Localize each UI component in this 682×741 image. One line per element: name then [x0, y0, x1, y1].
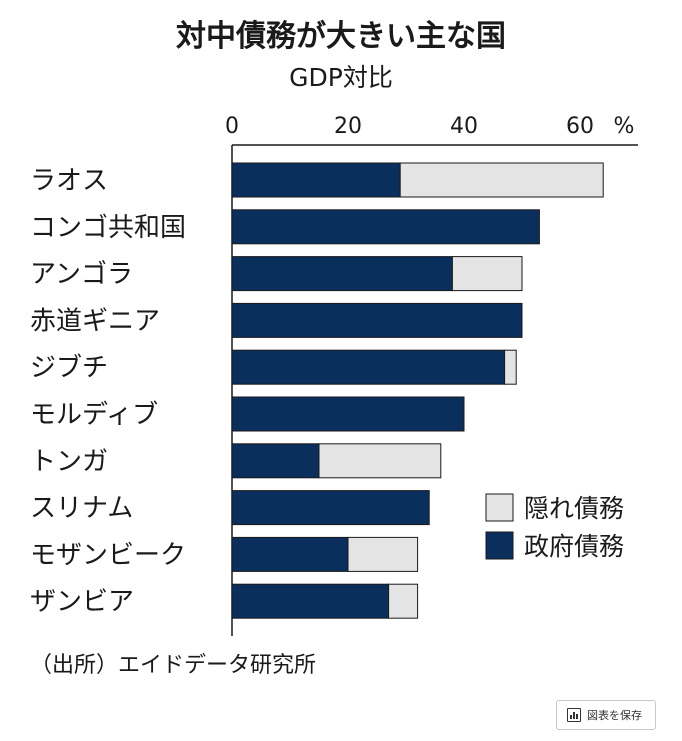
category-label: 赤道ギニア [30, 306, 160, 336]
bar-hidden-debt [504, 349, 517, 385]
bar-hidden-debt [347, 536, 419, 572]
category-label: ラオス [30, 166, 108, 196]
category-label: ジブチ [30, 353, 108, 383]
bar-government-debt [231, 490, 430, 526]
category-label: スリナム [30, 494, 133, 524]
unit-label: % [614, 114, 635, 139]
bar-government-debt [231, 443, 320, 479]
tick-label: 60 [566, 114, 594, 139]
bar-government-debt [231, 349, 506, 385]
bar-hidden-debt [388, 583, 419, 619]
bars [231, 162, 604, 619]
legend-swatch [485, 493, 514, 522]
bar-hidden-debt [318, 443, 442, 479]
category-label: モルディブ [30, 400, 158, 430]
legend-swatch [485, 531, 514, 560]
tick-labels: 0 20 40 60 [225, 114, 594, 139]
bar-chart-icon [567, 708, 581, 722]
tick-label: 20 [334, 114, 362, 139]
save-chart-button[interactable]: 図表を保存 [556, 700, 656, 730]
source-note: （出所）エイドデータ研究所 [30, 653, 316, 678]
legend-label: 政府債務 [524, 532, 624, 561]
tick-label: 40 [450, 114, 478, 139]
category-label: コンゴ共和国 [30, 213, 186, 243]
category-label: ザンビア [30, 587, 134, 617]
chart-title: 対中債務が大きい主な国 [176, 19, 506, 54]
bar-hidden-debt [451, 256, 523, 292]
bar-hidden-debt [399, 162, 604, 198]
tick-label: 0 [225, 114, 239, 139]
bar-government-debt [231, 209, 540, 245]
category-label: アンゴラ [30, 260, 133, 290]
bar-government-debt [231, 396, 465, 432]
category-labels: ラオスコンゴ共和国アンゴラ赤道ギニアジブチモルディブトンガスリナムモザンビークザ… [30, 166, 186, 617]
chart-subtitle: GDP対比 [289, 63, 393, 92]
bar-government-debt [231, 536, 349, 572]
category-label: モザンビーク [30, 540, 186, 570]
bar-government-debt [231, 256, 453, 292]
bar-government-debt [231, 162, 401, 198]
legend-label: 隠れ債務 [524, 494, 624, 523]
bar-government-debt [231, 302, 523, 338]
save-chart-button-label: 図表を保存 [587, 709, 642, 722]
category-label: トンガ [30, 447, 108, 477]
bar-government-debt [231, 583, 390, 619]
